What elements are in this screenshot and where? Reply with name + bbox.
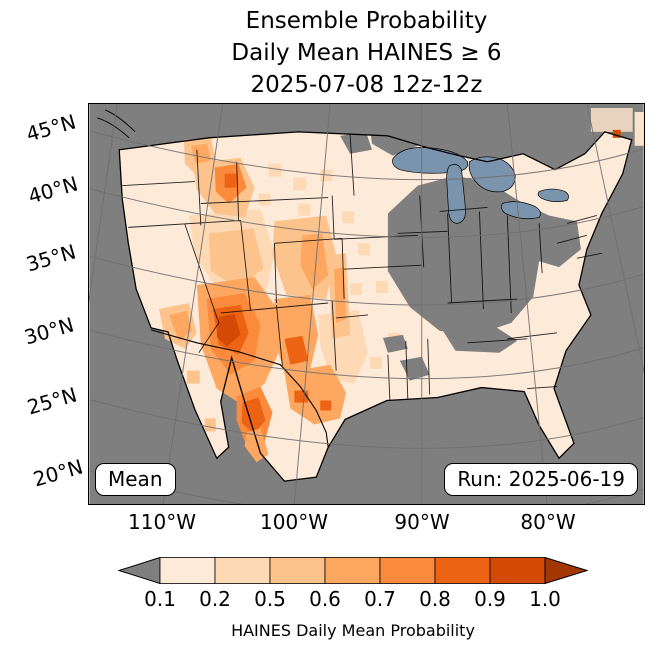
colorbar-tick-10: 1.0 <box>529 587 561 611</box>
lat-tick-45n: 45°N <box>23 109 79 147</box>
map-canvas <box>89 104 644 504</box>
title-line-1: Ensemble Probability <box>245 8 488 34</box>
lon-tick-80w: 80°W <box>520 510 576 534</box>
lake-erie <box>500 201 541 220</box>
parallel-40n <box>89 188 644 238</box>
colorbar-tick-01: 0.1 <box>144 587 176 611</box>
parallel-20n <box>89 470 644 504</box>
conus-map: Mean Run: 2025-06-19 <box>88 103 645 505</box>
colorbar-segment <box>214 557 271 584</box>
colorbar-segment <box>159 557 216 584</box>
colorbar-tick-05: 0.5 <box>254 587 286 611</box>
meridian-120w <box>89 104 118 304</box>
member-label-box: Mean <box>95 463 176 496</box>
meridian-100w <box>293 104 331 504</box>
us-mexico-border <box>150 329 329 448</box>
lat-tick-30n: 30°N <box>21 312 77 350</box>
lat-tick-40n: 40°N <box>25 171 81 209</box>
parallel-30n <box>89 329 644 380</box>
coastline <box>97 109 633 482</box>
colorbar-label: HAINES Daily Mean Probability <box>231 621 475 640</box>
colorbar-tick-07: 0.7 <box>364 587 396 611</box>
lake-huron <box>468 156 516 193</box>
colorbar-segment <box>379 557 436 584</box>
lon-tick-100w: 100°W <box>260 510 328 534</box>
state-borders <box>122 133 602 401</box>
colorbar <box>117 556 589 585</box>
lat-tick-20n: 20°N <box>30 454 86 492</box>
title-line-3: 2025-07-08 12z-12z <box>250 72 483 98</box>
lon-tick-110w: 110°W <box>128 510 196 534</box>
colorbar-segment <box>434 557 491 584</box>
colorbar-tick-06: 0.6 <box>309 587 341 611</box>
gridlines <box>89 104 644 504</box>
colorbar-tick-08: 0.8 <box>419 587 451 611</box>
lake-ontario <box>537 188 569 202</box>
parallel-45n <box>89 130 644 181</box>
colorbar-tick-02: 0.2 <box>199 587 231 611</box>
parallel-35n <box>89 255 644 306</box>
colorbar-over-arrow <box>544 556 589 585</box>
title-line-2: Daily Mean HAINES ≥ 6 <box>231 40 502 66</box>
colorbar-segment <box>269 557 326 584</box>
colorbar-under-arrow <box>117 556 161 585</box>
lat-tick-25n: 25°N <box>24 382 80 420</box>
canada-patches <box>590 107 644 146</box>
colorbar-tick-09: 0.9 <box>474 587 506 611</box>
run-date-box: Run: 2025-06-19 <box>444 463 638 496</box>
meridian-80w <box>506 104 548 504</box>
colorbar-segment <box>324 557 381 584</box>
meridian-110w <box>162 104 224 504</box>
meridian-70w <box>586 104 644 374</box>
colorbar-segment <box>489 557 546 584</box>
lon-tick-90w: 90°W <box>394 510 450 534</box>
parallel-25n <box>89 399 644 449</box>
plot-title: Ensemble Probability Daily Mean HAINES ≥… <box>88 5 645 101</box>
lat-tick-35n: 35°N <box>23 239 79 277</box>
